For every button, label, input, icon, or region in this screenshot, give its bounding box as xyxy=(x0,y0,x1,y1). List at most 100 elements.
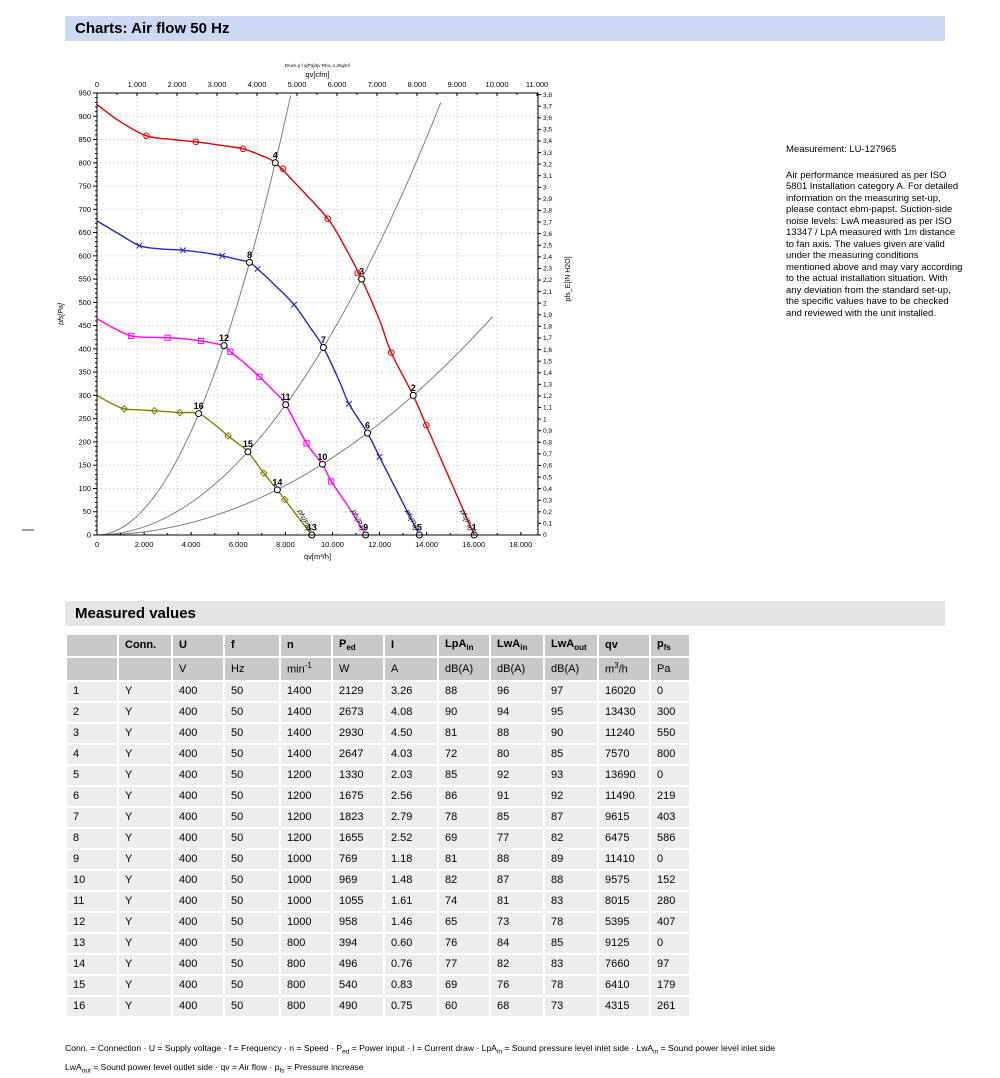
measurement-note: Measurement: LU-127965 Air performance m… xyxy=(786,144,964,319)
curve-markers xyxy=(120,405,289,504)
table-cell: 85 xyxy=(545,933,597,953)
table-cell: 1055 xyxy=(333,891,383,911)
svg-text:3: 3 xyxy=(543,185,547,192)
svg-text:2,3: 2,3 xyxy=(543,266,552,273)
svg-text:2,1: 2,1 xyxy=(543,289,552,296)
fan-curve xyxy=(96,394,313,536)
svg-text:2,9: 2,9 xyxy=(543,196,552,203)
table-cell: 219 xyxy=(651,786,689,806)
svg-text:50: 50 xyxy=(83,507,91,516)
airflow-chart-svg: pfs[Pa]pfs[Pa]pfs[Pa]pfs[Pa] 123456789101… xyxy=(58,63,572,561)
table-cell: 74 xyxy=(439,891,489,911)
table-cell: 1000 xyxy=(281,870,331,890)
table-cell: 11240 xyxy=(599,723,649,743)
table-cell: Y xyxy=(119,954,171,974)
table-row: 7 Y 400 50 1200 1823 2.79 78 85 87 9615 403 xyxy=(67,807,689,827)
table-cell: 8 xyxy=(67,828,117,848)
table-cell: 14 xyxy=(67,954,117,974)
column-header: pfs xyxy=(651,635,689,657)
table-cell: 152 xyxy=(651,870,689,890)
table-cell: 0 xyxy=(651,849,689,869)
table-cell: Y xyxy=(119,744,171,764)
table-cell: 65 xyxy=(439,912,489,932)
table-cell: 0 xyxy=(651,681,689,701)
airflow-chart: pfs[Pa] pfs[Pa] pfs[Pa] pfs[Pa] 1 2 3 4 5 6 7 8 9 10 1… xyxy=(25,48,635,593)
svg-text:3,2: 3,2 xyxy=(543,161,552,168)
table-row: 16 Y 400 50 800 490 0.75 60 68 73 4315 261 xyxy=(67,996,689,1016)
table-cell: 15 xyxy=(67,975,117,995)
table-cell: 0.75 xyxy=(385,996,437,1016)
svg-text:750: 750 xyxy=(78,182,91,191)
footnote-line: LwAout = Sound power level outlet side ·… xyxy=(65,1061,364,1075)
table-cell: 2673 xyxy=(333,702,383,722)
table-cell: 400 xyxy=(173,723,223,743)
table-cell: 400 xyxy=(173,681,223,701)
table-cell: 550 xyxy=(651,723,689,743)
svg-text:1,6: 1,6 xyxy=(543,347,552,354)
svg-text:650: 650 xyxy=(78,228,91,237)
table-cell: 2 xyxy=(67,702,117,722)
table-cell: 800 xyxy=(281,954,331,974)
svg-text:850: 850 xyxy=(78,135,91,144)
table-cell: 1655 xyxy=(333,828,383,848)
axis-left: 0 50 100 150 200 250 300 350 400 450 500 550 600 650 7… xyxy=(58,89,97,540)
table-cell: 400 xyxy=(173,828,223,848)
table-cell: 1400 xyxy=(281,681,331,701)
page-title: Charts: Air flow 50 Hz xyxy=(75,20,230,37)
svg-text:0,1: 0,1 xyxy=(543,521,552,528)
table-cell: 4.08 xyxy=(385,702,437,722)
table-cell: 77 xyxy=(439,954,489,974)
table-cell: 2129 xyxy=(333,681,383,701)
table-cell: 400 xyxy=(173,849,223,869)
svg-text:0,5: 0,5 xyxy=(543,474,552,481)
table-cell: 97 xyxy=(545,681,597,701)
table-cell: Y xyxy=(119,765,171,785)
table-row: 8 Y 400 50 1200 1655 2.52 69 77 82 6475 586 xyxy=(67,828,689,848)
table-cell: 11 xyxy=(67,891,117,911)
curve-markers xyxy=(143,132,430,429)
table-cell: 50 xyxy=(225,702,279,722)
column-header: LwAin xyxy=(491,635,543,657)
table-cell: 83 xyxy=(545,954,597,974)
table-cell: 68 xyxy=(491,996,543,1016)
table-cell: 1200 xyxy=(281,765,331,785)
plot-frame xyxy=(96,92,539,536)
column-header: Ped xyxy=(333,635,383,657)
column-unit: min-1 xyxy=(281,658,331,680)
table-cell: 69 xyxy=(439,828,489,848)
measurement-note-body: Air performance measured as per ISO 5801… xyxy=(786,169,963,319)
table-cell: 6475 xyxy=(599,828,649,848)
table-cell: 82 xyxy=(545,828,597,848)
svg-text:200: 200 xyxy=(78,437,91,446)
column-unit xyxy=(67,658,117,680)
table-cell: 6410 xyxy=(599,975,649,995)
operating-point-number: 3 xyxy=(359,267,364,277)
table-cell: 400 xyxy=(173,702,223,722)
svg-text:1,5: 1,5 xyxy=(543,358,552,365)
svg-text:900: 900 xyxy=(78,112,91,121)
table-cell: 407 xyxy=(651,912,689,932)
table-row: 10 Y 400 50 1000 969 1.48 82 87 88 9575 152 xyxy=(67,870,689,890)
svg-text:800: 800 xyxy=(78,158,91,167)
table-cell: 84 xyxy=(491,933,543,953)
svg-text:1.000: 1.000 xyxy=(128,80,147,89)
table-cell: 0 xyxy=(651,765,689,785)
svg-text:2,5: 2,5 xyxy=(543,242,552,249)
table-cell: 73 xyxy=(491,912,543,932)
table-cell: 0 xyxy=(651,933,689,953)
table-cell: Y xyxy=(119,891,171,911)
table-cell: 50 xyxy=(225,786,279,806)
svg-text:1,4: 1,4 xyxy=(543,370,552,377)
column-unit: dB(A) xyxy=(439,658,489,680)
svg-text:0,8: 0,8 xyxy=(543,439,552,446)
table-cell: 78 xyxy=(439,807,489,827)
table-cell: 50 xyxy=(225,828,279,848)
svg-text:10.000: 10.000 xyxy=(321,540,344,549)
column-unit: Pa xyxy=(651,658,689,680)
table-cell: 400 xyxy=(173,786,223,806)
svg-text:0: 0 xyxy=(95,80,99,89)
svg-text:0,7: 0,7 xyxy=(543,451,552,458)
table-cell: 1.18 xyxy=(385,849,437,869)
table-cell: 1823 xyxy=(333,807,383,827)
table-cell: 77 xyxy=(491,828,543,848)
